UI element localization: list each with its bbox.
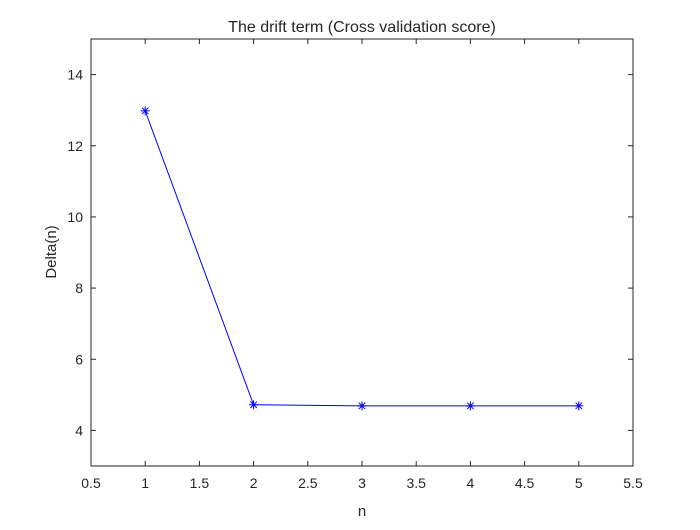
data-point-marker [465, 401, 475, 411]
series-layer [140, 106, 584, 411]
x-tick-label: 2.5 [298, 475, 318, 491]
data-point-marker [357, 401, 367, 411]
x-tick-label: 4 [467, 475, 475, 491]
data-point-marker [249, 400, 259, 410]
axis-ticks: 0.5 1 1.5 2 2.5 3 3.5 4 4.5 5 5.5 4 6 8 10 12 14 [67, 39, 643, 491]
x-tick-label: 3 [358, 475, 366, 491]
x-tick-label: 0.5 [81, 475, 101, 491]
x-tick-label: 2 [250, 475, 258, 491]
y-axis-label: Delta(n) [43, 225, 60, 278]
y-tick-label: 6 [75, 351, 83, 367]
x-tick-label: 1.5 [190, 475, 210, 491]
plot-area [91, 39, 633, 466]
axes-box [90, 38, 634, 467]
y-tick-label: 14 [67, 67, 83, 83]
y-tick-label: 8 [75, 280, 83, 296]
chart-title: The drift term (Cross validation score) [228, 19, 496, 36]
x-tick-label: 5 [575, 475, 583, 491]
x-tick-label: 5.5 [623, 475, 643, 491]
x-tick-label: 4.5 [515, 475, 535, 491]
data-point-marker [140, 106, 150, 116]
y-tick-label: 12 [67, 138, 83, 154]
x-tick-label: 3.5 [406, 475, 426, 491]
data-point-marker [574, 401, 584, 411]
y-tick-label: 4 [75, 422, 83, 438]
y-tick-label: 10 [67, 209, 83, 225]
x-tick-label: 1 [141, 475, 149, 491]
x-axis-label: n [358, 503, 366, 520]
